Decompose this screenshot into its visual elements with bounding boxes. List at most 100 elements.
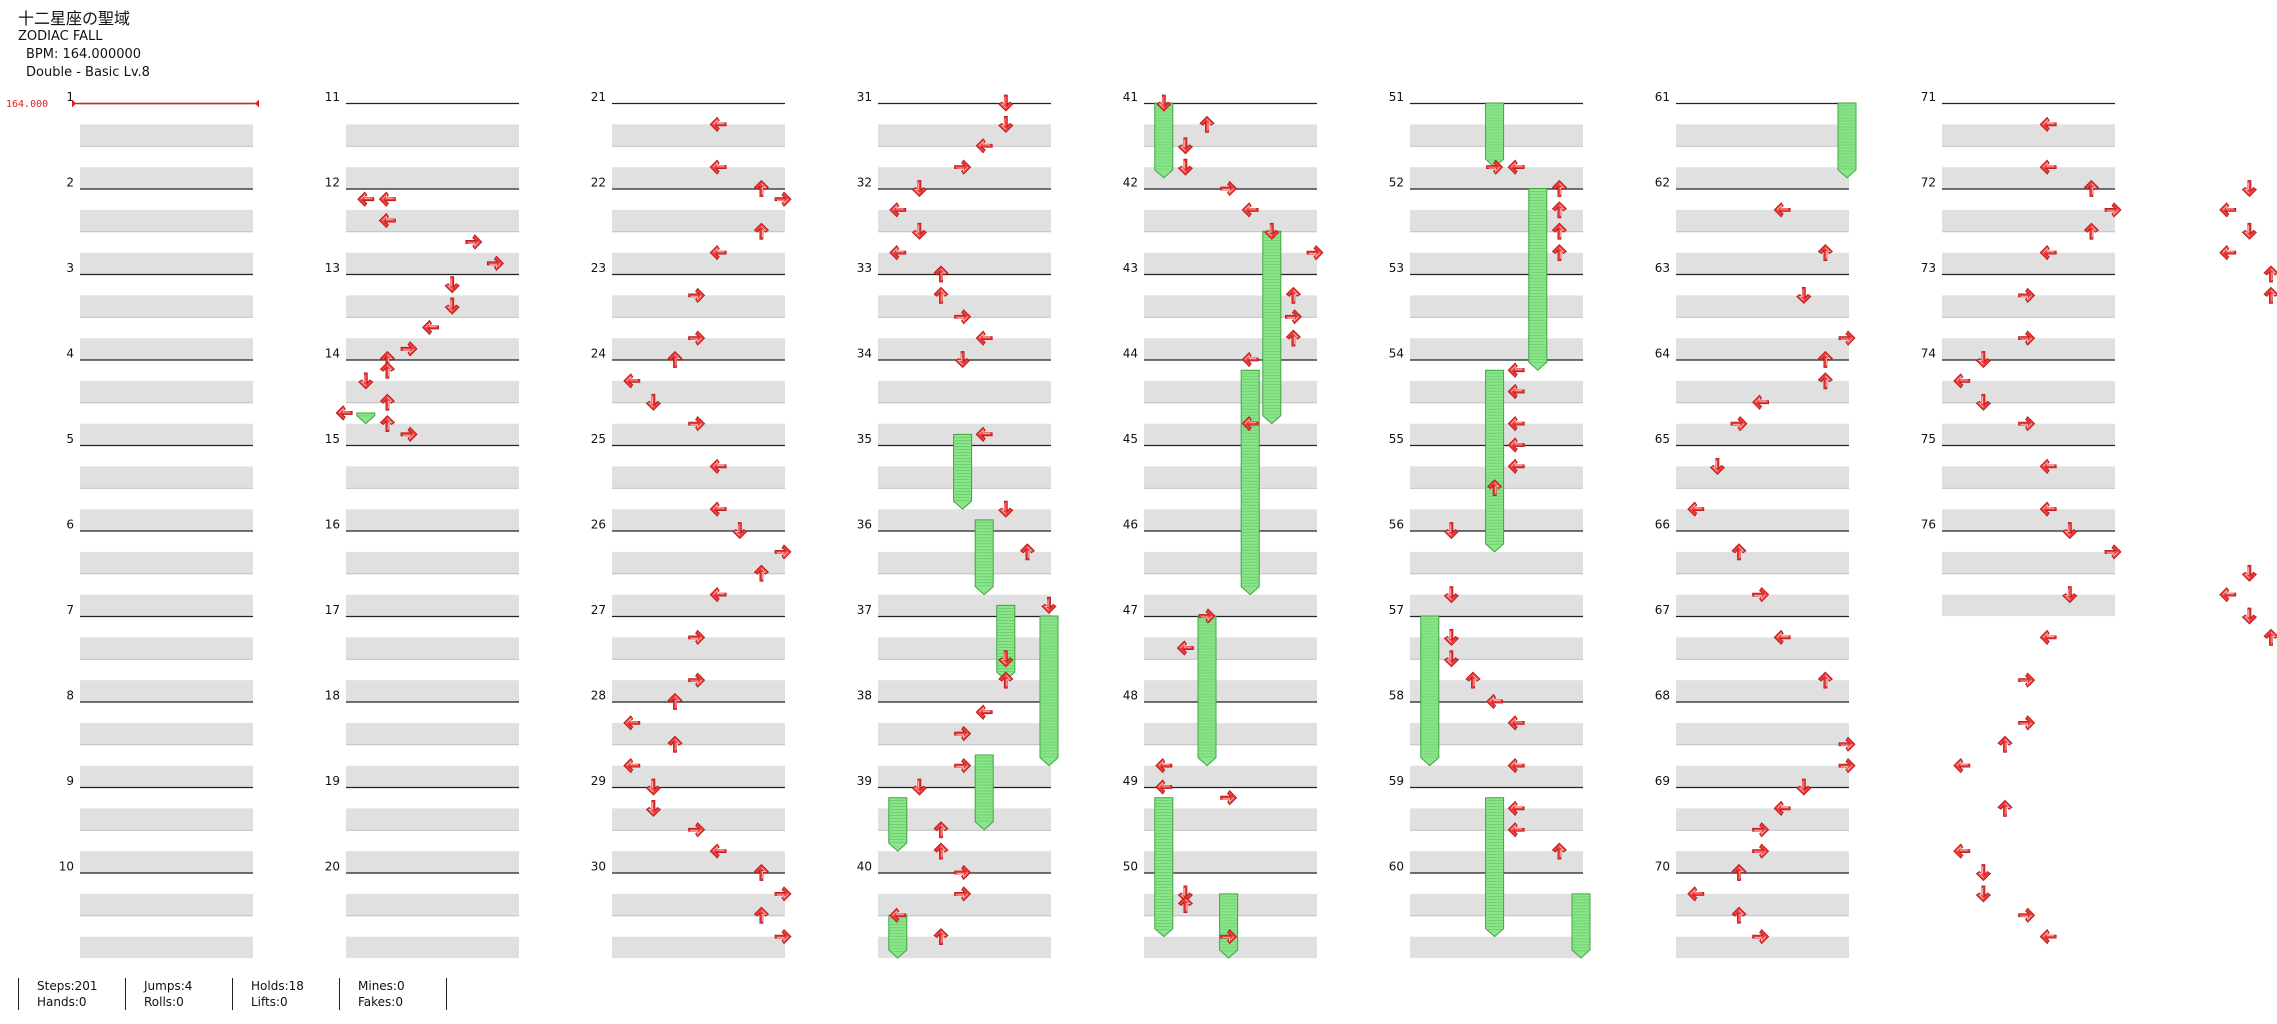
right-arrow-icon [954,309,972,325]
arrow-highlight [489,262,501,269]
hold-body [1528,188,1548,371]
arrow-shape [1975,393,1992,411]
arrow-highlight [626,375,638,382]
arrow-shape [1551,842,1568,860]
measure-band [612,295,785,317]
up-arrow-icon [933,928,949,946]
measure-band [878,551,1051,574]
left-arrow-icon [889,907,907,923]
measure-band [346,380,519,403]
arrow-highlight [761,909,767,922]
measure-band [346,167,519,189]
measure-band [878,252,1051,275]
left-arrow-icon [975,704,993,720]
measure-band [878,209,1051,232]
measure-band [80,509,253,531]
measure-block: 5 [66,432,253,531]
arrow-shape [1551,244,1568,262]
measure-number: 48 [1123,689,1138,703]
up-arrow-icon [667,692,683,710]
arrow-highlight [1244,418,1257,424]
down-arrow-icon [911,180,928,198]
measure-block: 70 [1655,860,1849,959]
arrow-highlight [914,182,920,194]
arrow-shape [1731,863,1747,881]
arrow-highlight [1287,316,1299,322]
arrow-shape [2018,287,2036,304]
left-arrow-icon [709,843,727,859]
down-arrow-icon [645,393,662,411]
measure-number: 17 [325,603,340,617]
arrow-shape [379,393,396,411]
arrow-shape [709,458,727,475]
arrow-shape [688,822,706,838]
arrow-shape [1953,843,1971,859]
arrow-shape [2062,586,2078,604]
hold-note [1528,188,1548,371]
arrow-highlight [446,278,453,291]
arrow-highlight [1738,546,1745,558]
arrow-shape [645,799,662,817]
measure-band [1144,423,1317,446]
arrow-highlight [1978,396,1984,408]
hold-body [1837,102,1857,179]
arrow-highlight [403,348,415,355]
measure-number: 73 [1921,261,1936,275]
down-arrow-icon [954,351,971,369]
measure-number: 6 [66,518,74,532]
measure-band [80,380,253,403]
arrow-highlight [940,824,947,836]
arrow-highlight [2042,161,2055,168]
arrow-highlight [1222,936,1234,942]
stat-value: Lifts:0 [251,995,288,1009]
right-arrow-icon [774,928,792,945]
stat-value: Jumps:4 [144,979,193,993]
arrow-shape [2039,458,2057,475]
measure-band [346,338,519,360]
up-arrow-icon [379,361,396,379]
left-arrow-icon [2039,928,2057,945]
measure-number: 45 [1123,432,1138,446]
measure-band [612,509,785,531]
song-title: 十二星座の聖域 [18,9,131,28]
left-arrow-icon [1176,640,1194,656]
measure-block: 28 [591,689,785,788]
measure-number: 60 [1389,860,1404,874]
measure-band [346,423,519,446]
arrow-shape [889,202,907,218]
left-arrow-icon [2039,116,2057,133]
hold-note [1240,369,1260,596]
measure-band [1942,124,2115,146]
measure-block: 62 [1655,176,1849,275]
arrow-shape [709,586,727,603]
measure-band [346,808,519,830]
arrow-shape [400,341,418,357]
down-arrow-icon [1177,885,1194,903]
measure-band [80,808,253,830]
arrow-highlight [1559,247,1565,259]
stat-divider [446,978,448,1010]
measure-number: 58 [1389,689,1404,703]
measure-band [80,637,253,659]
left-arrow-icon [2219,202,2237,218]
arrow-shape [1507,715,1525,731]
up-arrow-icon [1019,543,1036,561]
hold-note [974,519,994,596]
down-arrow-icon [998,650,1014,668]
measure-band [346,936,519,959]
measure-number: 33 [857,261,872,275]
arrow-highlight [712,589,725,595]
down-arrow-icon [998,500,1014,518]
measure-number: 19 [325,774,340,788]
arrow-shape [2263,265,2277,283]
arrow-highlight [956,893,968,900]
arrow-highlight [2020,295,2032,301]
measure-number: 50 [1123,860,1138,874]
down-arrow-icon [1975,351,1992,369]
arrow-highlight [978,140,991,147]
arrow-highlight [2107,551,2119,558]
arrow-highlight [403,433,415,440]
arrow-highlight [1510,717,1523,724]
left-arrow-icon [1241,415,1259,432]
measure-number: 10 [59,860,74,874]
